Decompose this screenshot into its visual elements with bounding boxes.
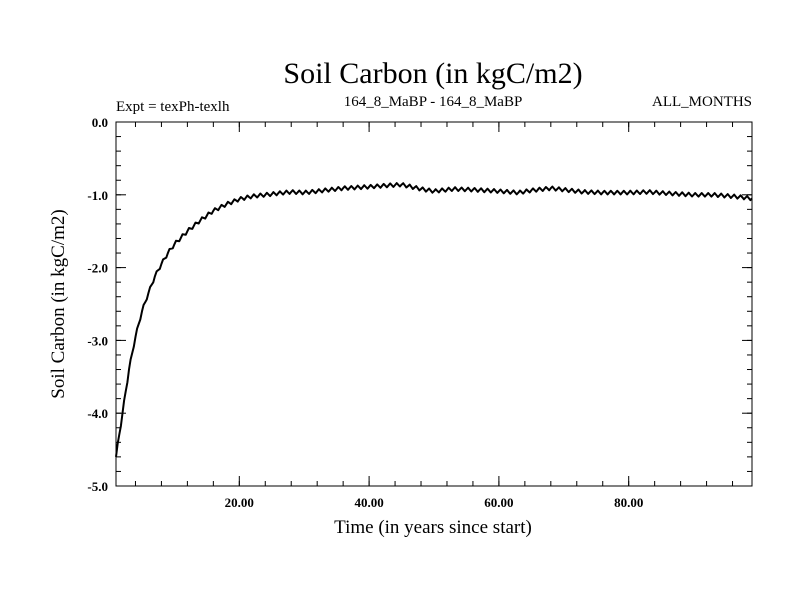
y-tick-label: -3.0	[87, 333, 108, 348]
plot-frame	[115, 121, 753, 487]
x-tick-label: 60.00	[484, 495, 513, 510]
experiment-label: Expt = texPh-texlh	[116, 99, 230, 115]
months-label: ALL_MONTHS	[652, 94, 752, 110]
x-tick-label: 20.00	[225, 495, 254, 510]
y-tick-label: 0.0	[92, 115, 108, 130]
x-tick-label: 40.00	[354, 495, 383, 510]
period-label: 164_8_MaBP - 164_8_MaBP	[344, 94, 523, 110]
axis-tick-labels: 20.00 40.00 60.00 80.00 0.0 -1.0 -2.0 -3.0 -4.0 -…	[87, 115, 643, 510]
y-tick-label: -5.0	[87, 479, 108, 494]
y-tick-label: -1.0	[87, 188, 108, 203]
y-tick-label: -2.0	[87, 261, 108, 276]
chart-title: Soil Carbon (in kgC/m2)	[283, 57, 582, 90]
x-tick-label: 80.00	[614, 495, 643, 510]
y-tick-label: -4.0	[87, 406, 108, 421]
axis-ticks	[116, 121, 752, 487]
x-axis-label: Time (in years since start)	[334, 517, 532, 538]
soil-carbon-line	[115, 182, 753, 458]
y-axis-label: Soil Carbon (in kgC/m2)	[48, 209, 69, 398]
